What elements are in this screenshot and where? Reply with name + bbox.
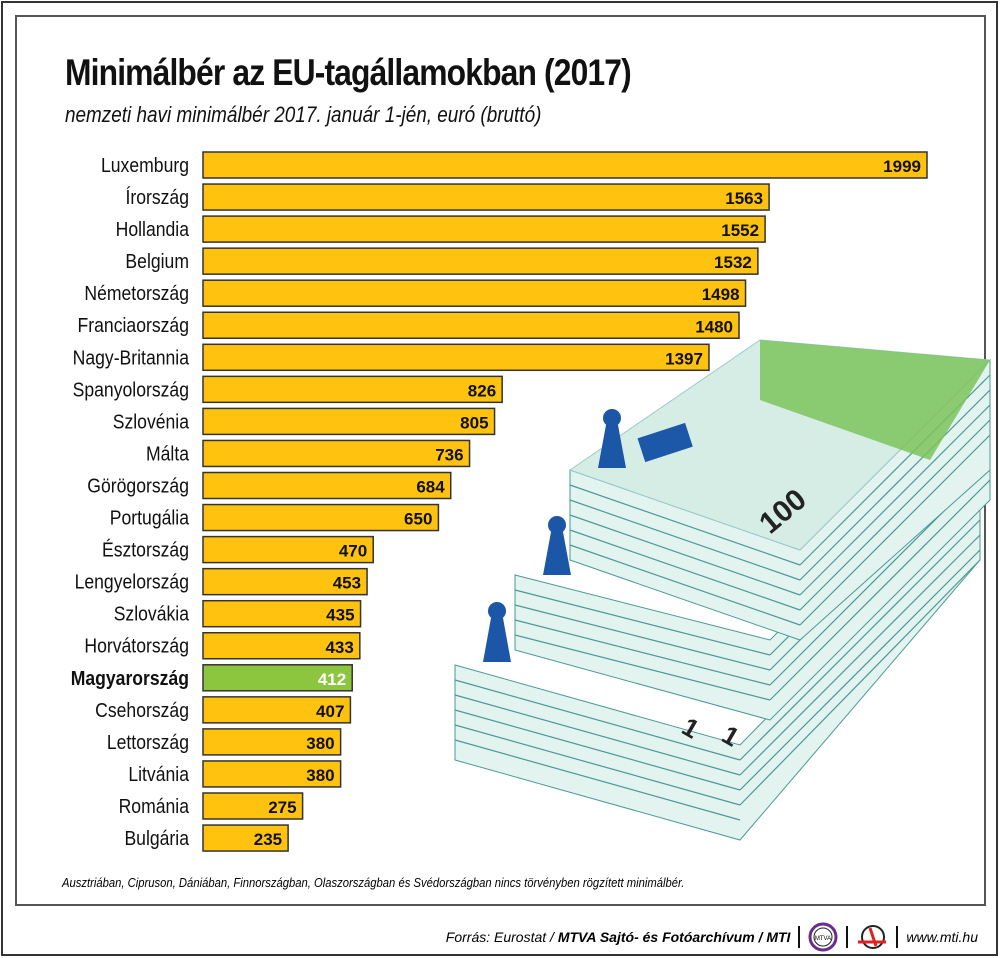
category-label: Lettország: [107, 731, 189, 753]
bar-4: [202, 279, 747, 307]
data-label: 380: [306, 766, 334, 785]
data-label: 470: [339, 542, 367, 561]
bar-2: [202, 215, 766, 243]
category-label: Magyarország: [71, 667, 189, 689]
bar-6: [202, 343, 710, 372]
category-label: Málta: [146, 442, 190, 464]
category-label: Portugália: [110, 507, 190, 529]
bar-12: [202, 535, 374, 564]
category-label: Bulgária: [124, 827, 189, 849]
data-label: 1532: [714, 253, 752, 272]
data-label: 736: [435, 445, 463, 464]
data-label: 380: [306, 734, 334, 753]
data-label: 453: [333, 574, 361, 593]
footer: Forrás: Eurostat / MTVA Sajtó- és Fotóar…: [446, 922, 978, 952]
data-label: 1999: [883, 157, 921, 176]
separator: [896, 926, 899, 948]
bar-5: [202, 311, 740, 339]
bar-7: [202, 375, 503, 404]
data-label: 684: [416, 478, 445, 497]
separator: [798, 926, 801, 948]
bar-13: [202, 567, 368, 596]
data-label: 407: [316, 702, 344, 721]
bar-10: [202, 471, 452, 500]
data-label: 1563: [725, 189, 763, 208]
category-label: Luxemburg: [101, 154, 189, 176]
bar-17: [202, 696, 352, 724]
bar-20: [202, 792, 304, 820]
source-text: Forrás: Eurostat / MTVA Sajtó- és Fotóar…: [445, 929, 791, 945]
category-label: Írország: [125, 186, 189, 208]
data-label: 1552: [721, 221, 759, 240]
svg-text:MTVA: MTVA: [815, 936, 831, 942]
data-label: 826: [468, 381, 496, 400]
data-label: 435: [326, 606, 354, 625]
bar-18: [202, 728, 342, 756]
bar-0: [202, 151, 928, 179]
category-label: Franciaország: [78, 314, 189, 336]
data-label: 1397: [665, 349, 703, 368]
data-label: 805: [460, 413, 488, 432]
bar-15: [202, 632, 361, 660]
data-label: 1498: [702, 285, 740, 304]
category-label: Németország: [84, 282, 189, 304]
category-label: Románia: [119, 795, 190, 817]
bar-9: [202, 439, 471, 468]
data-label: 1480: [695, 317, 733, 336]
category-label: Szlovákia: [114, 603, 190, 625]
bar-3: [202, 247, 759, 275]
category-label: Hollandia: [116, 218, 190, 240]
category-label: Szlovénia: [113, 410, 190, 432]
footnote: Ausztriában, Cipruson, Dániában, Finnors…: [62, 876, 685, 890]
data-label: 412: [318, 670, 346, 689]
bar-11: [202, 503, 440, 532]
mti-logo: [858, 925, 887, 949]
euro-banknote-stacks-illustration: 100 1 1: [454, 339, 992, 841]
category-label: Észtország: [102, 539, 189, 561]
data-label: 275: [268, 798, 296, 817]
category-label: Nagy-Britannia: [73, 346, 190, 368]
bar-1: [202, 183, 770, 211]
separator: [846, 926, 849, 948]
bar-19: [202, 760, 342, 788]
bar-16: [202, 664, 353, 692]
mtva-logo: MTVA: [808, 922, 838, 952]
category-label: Spanyolország: [73, 378, 189, 400]
chart-subtitle: nemzeti havi minimálbér 2017. január 1-j…: [65, 102, 542, 127]
bar-14: [202, 599, 362, 628]
bar-8: [202, 407, 496, 436]
category-label: Csehország: [95, 699, 189, 721]
category-label: Belgium: [125, 250, 189, 272]
category-label: Horvátország: [84, 635, 189, 657]
data-label: 650: [404, 510, 432, 529]
category-label: Lengyelország: [75, 571, 189, 593]
category-label: Litvánia: [128, 763, 189, 785]
data-label: 235: [254, 830, 282, 849]
bar-21: [202, 824, 289, 852]
category-label: Görögország: [87, 474, 189, 496]
chart-title: Minimálbér az EU-tagállamokban (2017): [65, 52, 632, 93]
data-label: 433: [325, 638, 353, 657]
website-link[interactable]: www.mti.hu: [906, 929, 978, 945]
